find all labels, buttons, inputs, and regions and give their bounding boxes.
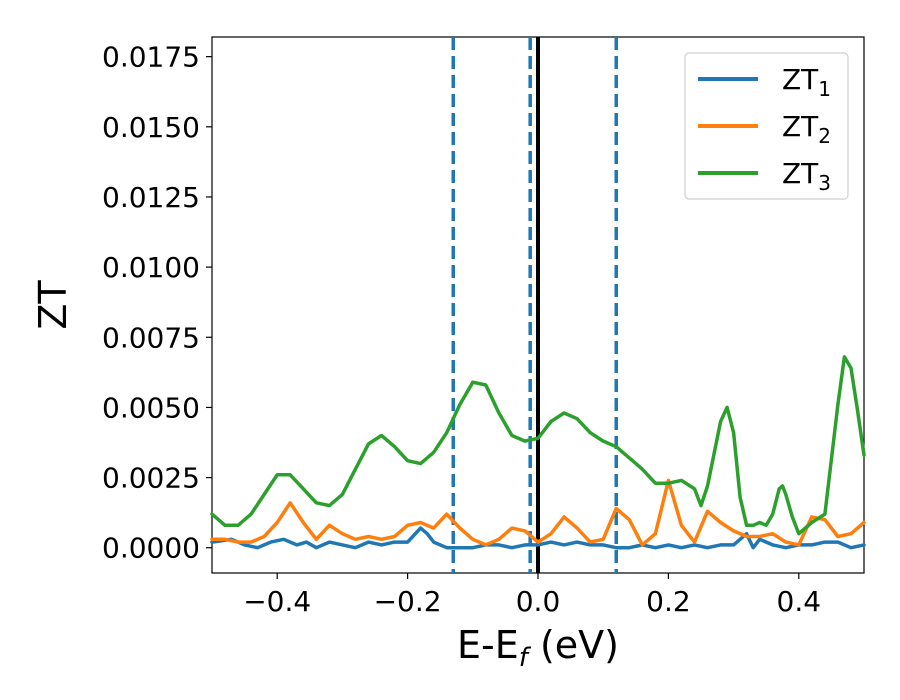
legend: ZT1 ZT2 ZT3 [684, 52, 849, 200]
legend-label-zt2: ZT2 [782, 110, 831, 148]
series-line-zt2 [210, 478, 866, 547]
reference-lines [451, 37, 618, 573]
series-line-zt1 [210, 526, 866, 550]
y-axis-label: ZT [31, 280, 75, 330]
series-lines [210, 355, 866, 550]
y-tick-label: 0.0125 [102, 181, 200, 214]
series-line-zt3 [210, 355, 866, 536]
legend-label-zt1: ZT1 [782, 63, 831, 101]
y-tick-label: 0.0075 [102, 321, 200, 354]
y-axis-ticks: 0.0000 0.0025 0.0050 0.0075 0.0100 0.0125 0.01… [102, 41, 212, 565]
y-tick-label: 0.0175 [102, 41, 200, 74]
y-tick-label: 0.0025 [102, 462, 200, 495]
y-tick-label: 0.0150 [102, 111, 200, 144]
x-axis-ticks: −0.4 −0.2 0.0 0.2 0.4 [243, 573, 821, 618]
x-tick-label: −0.4 [243, 585, 311, 618]
x-tick-label: 0.4 [777, 585, 822, 618]
y-tick-label: 0.0050 [102, 391, 200, 424]
x-tick-label: −0.2 [374, 585, 442, 618]
x-axis-label-unit: (eV) [528, 623, 619, 667]
y-tick-label: 0.0000 [102, 532, 200, 565]
legend-box [684, 52, 849, 200]
y-tick-label: 0.0100 [102, 251, 200, 284]
legend-label-zt3: ZT3 [782, 157, 831, 195]
x-tick-label: 0.0 [516, 585, 561, 618]
x-tick-label: 0.2 [646, 585, 691, 618]
x-axis-label: E-Ef (eV) [457, 623, 619, 673]
